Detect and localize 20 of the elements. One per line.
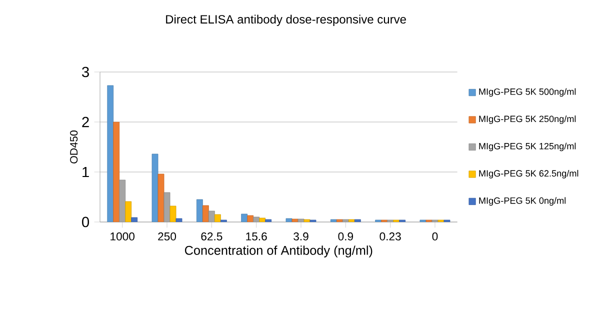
legend-label: MIgG-PEG 5K 62.5ng/ml <box>479 170 578 178</box>
x-tick-label: 62.5 <box>201 232 222 240</box>
chart-title: Direct ELISA antibody dose-responsive curve <box>166 14 406 26</box>
x-tick-label: 0.23 <box>380 232 401 240</box>
legend-label: MIgG-PEG 5K 125ng/ml <box>479 142 576 152</box>
x-axis-title: Concentration of Antibody (ng/ml) <box>184 246 372 258</box>
y-tick-label: 3 <box>82 66 89 78</box>
legend-label: MIgG-PEG 5K 500ng/ml <box>479 88 576 97</box>
x-tick-label: 3.9 <box>294 232 308 240</box>
y-tick-label: 2 <box>82 116 89 128</box>
x-tick-label: 0.9 <box>338 232 354 240</box>
x-tick-label: 1000 <box>110 232 134 240</box>
x-tick-label: 15.6 <box>246 232 267 240</box>
y-axis-title: OD450 <box>70 130 78 164</box>
y-tick-label: 1 <box>82 166 89 178</box>
x-tick-label: 250 <box>158 232 176 240</box>
legend-label: MIgG-PEG 5K 250ng/ml <box>479 115 576 124</box>
legend-label: MIgG-PEG 5K 0ng/ml <box>479 197 566 206</box>
x-tick-label: 0 <box>432 232 438 240</box>
y-tick-label: 0 <box>82 216 90 228</box>
